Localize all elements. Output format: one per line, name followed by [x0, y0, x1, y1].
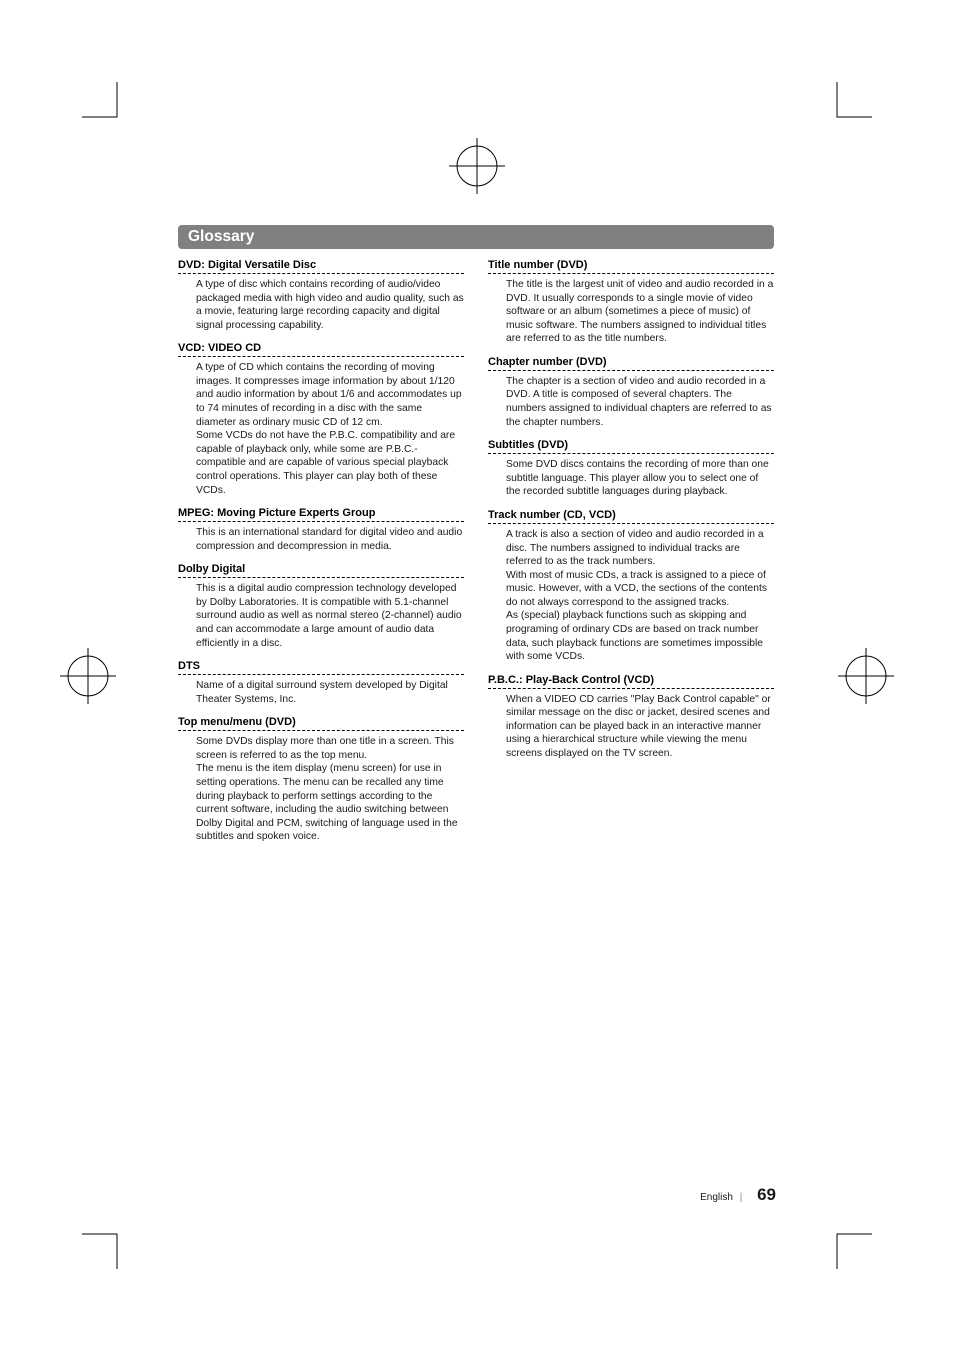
glossary-term: Track number (CD, VCD)	[488, 509, 774, 524]
glossary-term: Chapter number (DVD)	[488, 356, 774, 371]
glossary-term: DTS	[178, 660, 464, 675]
right-column: Title number (DVD)The title is the large…	[488, 259, 774, 844]
registration-mark-left	[60, 648, 116, 704]
page-number: 69	[757, 1185, 776, 1204]
crop-mark-tl	[82, 82, 132, 132]
crop-mark-bl	[82, 1219, 132, 1269]
glossary-definition: The title is the largest unit of video a…	[488, 274, 774, 346]
glossary-term: VCD: VIDEO CD	[178, 342, 464, 357]
glossary-term: DVD: Digital Versatile Disc	[178, 259, 464, 274]
glossary-term: Top menu/menu (DVD)	[178, 716, 464, 731]
registration-mark-top	[449, 138, 505, 194]
glossary-definition: A type of disc which contains recording …	[178, 274, 464, 332]
page-footer: English | 69	[700, 1185, 776, 1205]
glossary-definition: This is an international standard for di…	[178, 522, 464, 553]
footer-language: English	[700, 1192, 733, 1203]
glossary-term: P.B.C.: Play-Back Control (VCD)	[488, 674, 774, 689]
glossary-definition: This is a digital audio compression tech…	[178, 578, 464, 650]
glossary-definition: Some DVDs display more than one title in…	[178, 731, 464, 844]
glossary-definition: Some DVD discs contains the recording of…	[488, 454, 774, 499]
glossary-term: Title number (DVD)	[488, 259, 774, 274]
crop-mark-tr	[822, 82, 872, 132]
glossary-columns: DVD: Digital Versatile DiscA type of dis…	[178, 259, 774, 844]
glossary-term: Subtitles (DVD)	[488, 439, 774, 454]
glossary-definition: The chapter is a section of video and au…	[488, 371, 774, 429]
glossary-definition: Name of a digital surround system develo…	[178, 675, 464, 706]
left-column: DVD: Digital Versatile DiscA type of dis…	[178, 259, 464, 844]
crop-mark-br	[822, 1219, 872, 1269]
glossary-definition: A type of CD which contains the recordin…	[178, 357, 464, 497]
section-title: Glossary	[178, 225, 774, 249]
glossary-definition: A track is also a section of video and a…	[488, 524, 774, 664]
glossary-term: Dolby Digital	[178, 563, 464, 578]
glossary-definition: When a VIDEO CD carries "Play Back Contr…	[488, 689, 774, 761]
registration-mark-right	[838, 648, 894, 704]
page-content: Glossary DVD: Digital Versatile DiscA ty…	[178, 225, 774, 844]
glossary-term: MPEG: Moving Picture Experts Group	[178, 507, 464, 522]
footer-separator: |	[740, 1192, 743, 1203]
